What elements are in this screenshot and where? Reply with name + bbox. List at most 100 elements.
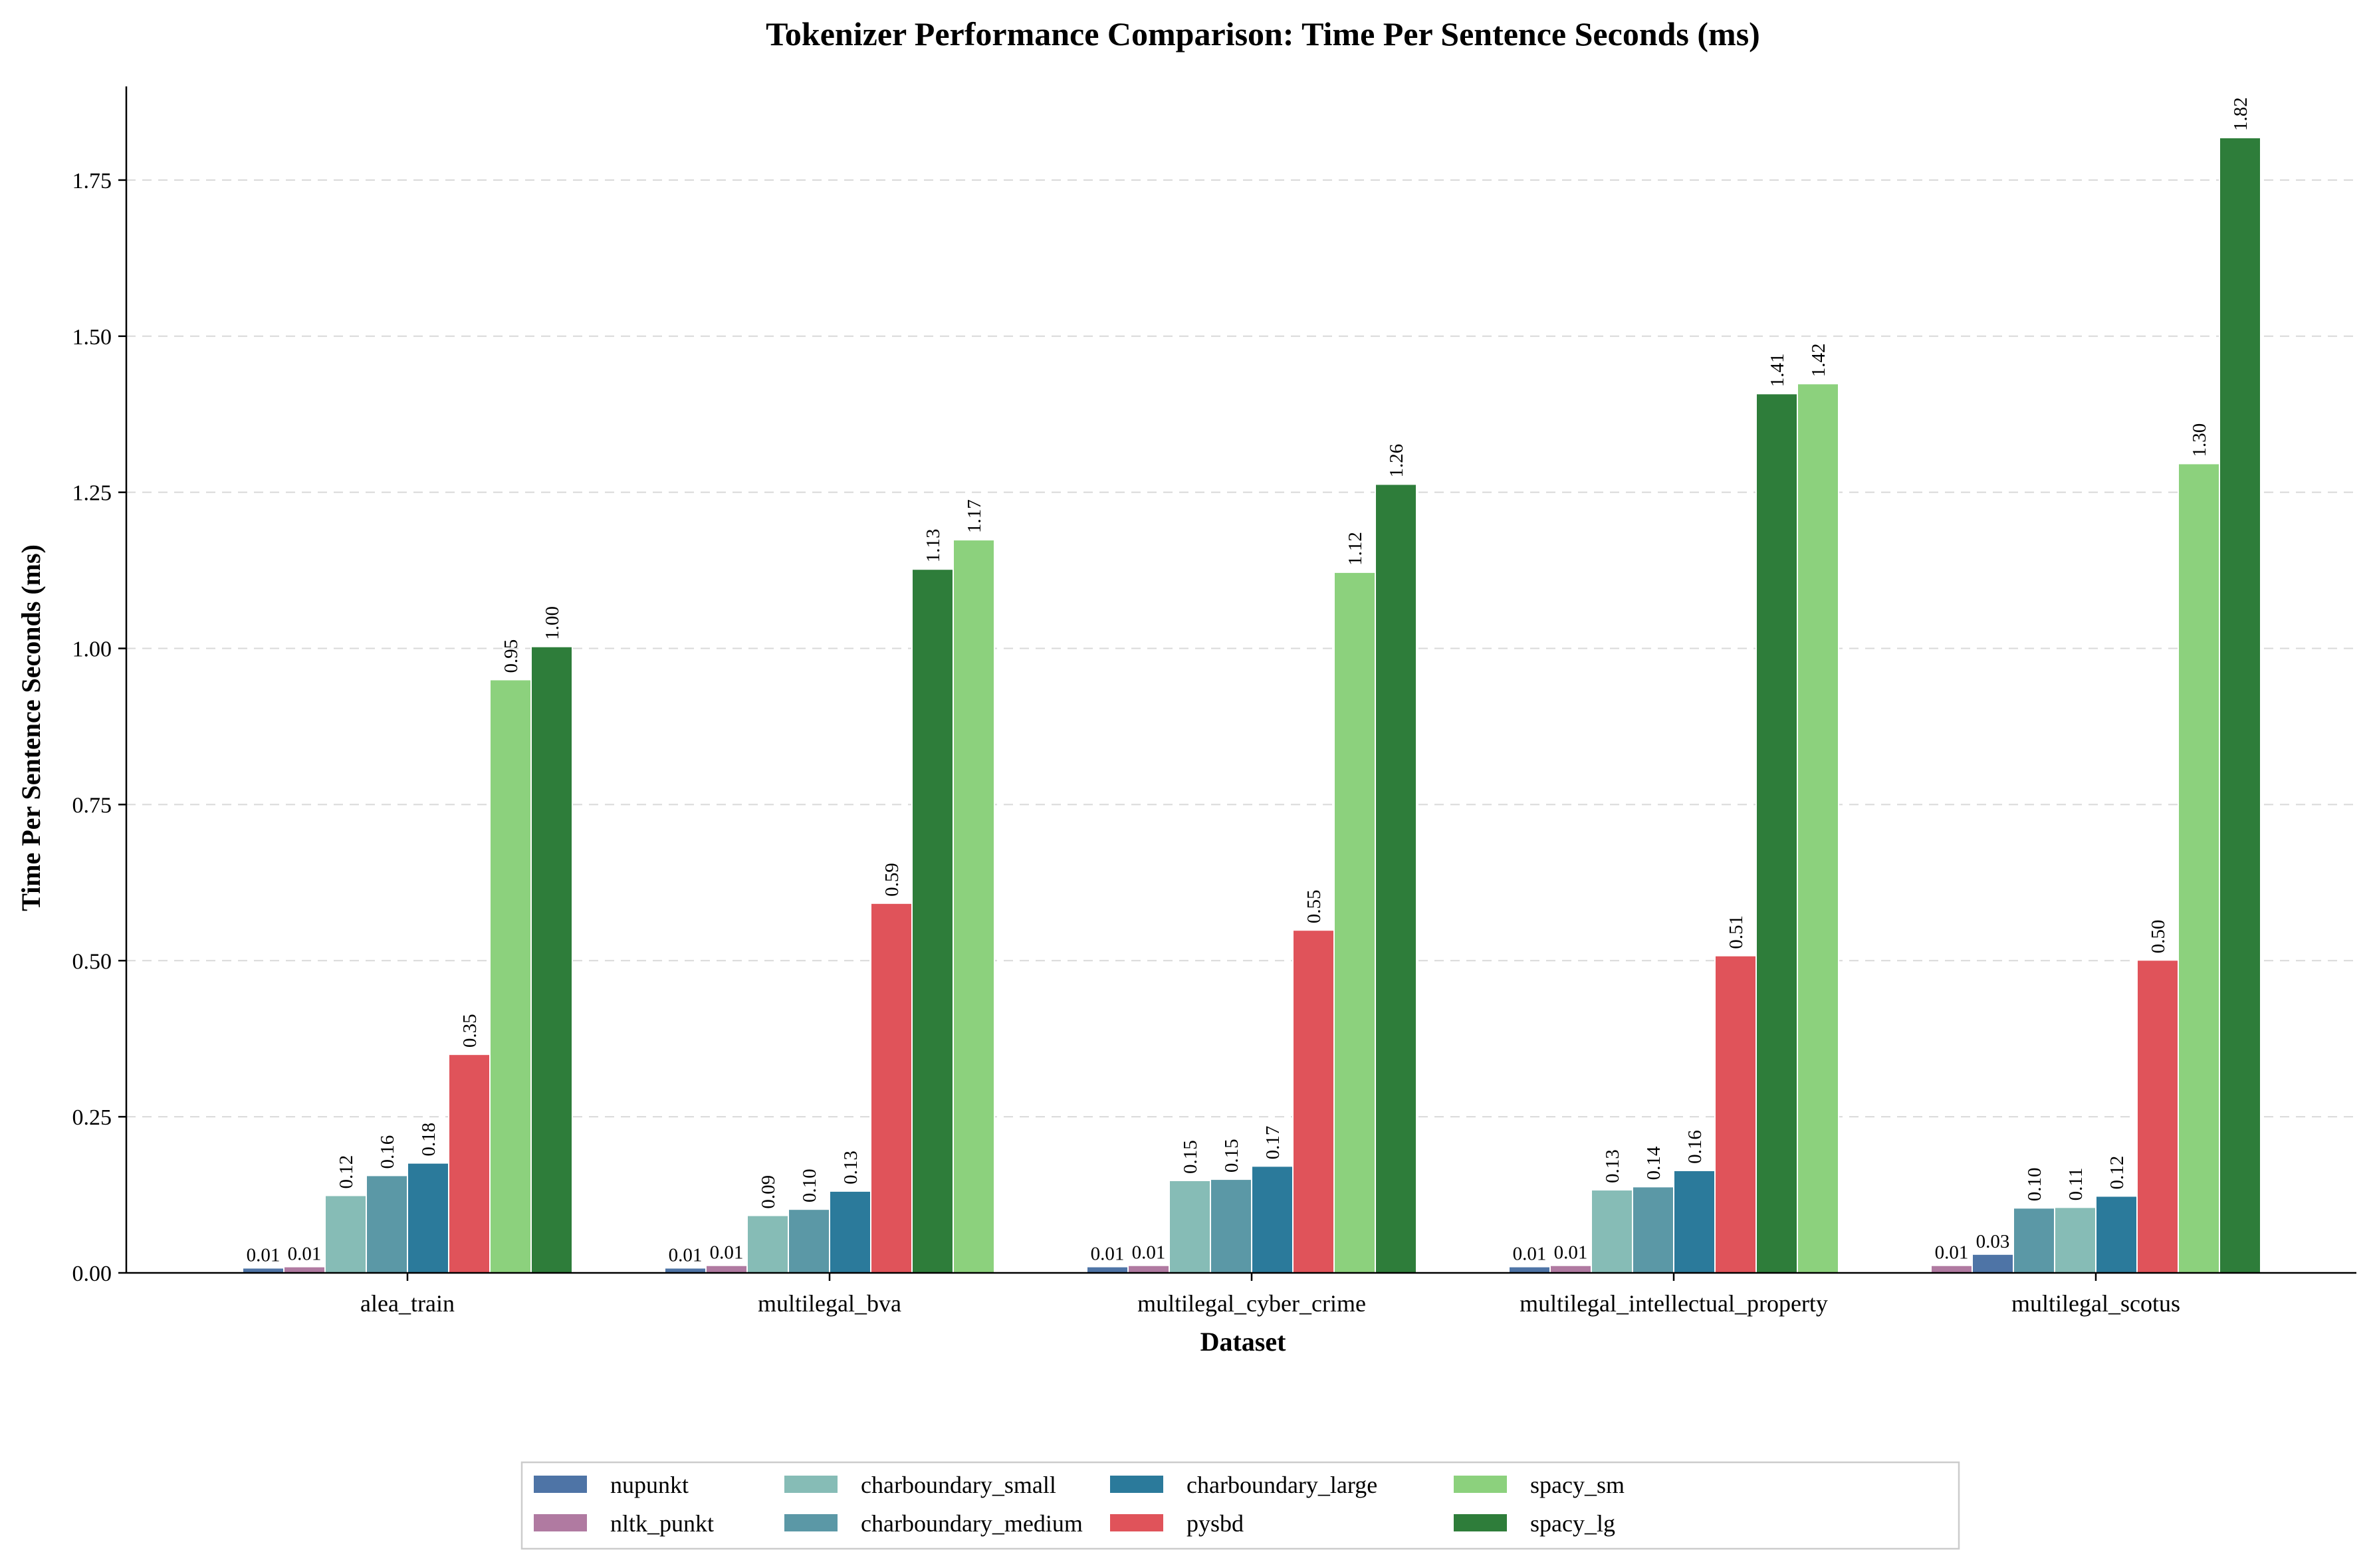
legend-swatch — [1454, 1514, 1507, 1531]
bar-charboundary_medium-alea_train — [366, 1175, 408, 1274]
y-tick-labels: 0.00 0.25 0.50 0.75 1.00 1.25 1.50 1.75 — [72, 169, 112, 1286]
legend-item-charboundary_small: charboundary_small — [784, 1472, 1056, 1498]
bar-value-label: 0.01 — [288, 1244, 322, 1265]
bar-value-label: 0.12 — [2106, 1156, 2128, 1190]
bar-value-label: 0.01 — [669, 1244, 703, 1266]
legend-label: spacy_lg — [1530, 1510, 1615, 1537]
bar-nupunkt-multilegal_scotus — [1972, 1253, 2014, 1274]
bar-value-label: 0.55 — [1303, 889, 1325, 923]
legend-item-spacy_lg: spacy_lg — [1454, 1510, 1615, 1537]
bar-spacy_lg-multilegal_cyber_crime — [1375, 483, 1417, 1274]
bar-value-label: 0.17 — [1262, 1126, 1284, 1160]
bar-spacy_lg-multilegal_bva — [911, 568, 954, 1274]
legend-swatch — [1110, 1476, 1163, 1493]
bar-charboundary_large-alea_train — [407, 1162, 449, 1274]
legend-label: charboundary_small — [861, 1472, 1056, 1498]
bars — [242, 137, 2261, 1274]
bar-value-label: 0.01 — [1554, 1242, 1588, 1264]
legend-swatch — [784, 1514, 838, 1531]
bar-spacy_sm-multilegal_bva — [953, 539, 995, 1274]
bar-value-label: 0.16 — [1684, 1130, 1706, 1164]
chart-title: Tokenizer Performance Comparison: Time P… — [766, 15, 1760, 53]
y-tick-label: 0.75 — [72, 793, 112, 818]
bar-value-label: 0.10 — [799, 1169, 820, 1202]
bar-charboundary_medium-multilegal_intellectual_property — [1632, 1186, 1674, 1274]
bar-value-label: 0.11 — [2065, 1168, 2087, 1201]
bar-value-label: 0.13 — [1602, 1149, 1623, 1183]
legend-item-nltk_punkt: nltk_punkt — [534, 1510, 714, 1537]
bar-spacy_lg-multilegal_scotus — [2219, 137, 2261, 1274]
x-tick-label: alea_train — [360, 1290, 455, 1317]
y-tick-label: 1.50 — [72, 325, 112, 350]
bar-value-label: 1.17 — [964, 499, 985, 533]
bar-value-label: 0.12 — [336, 1155, 357, 1189]
bar-value-label: 0.01 — [1132, 1242, 1166, 1264]
bar-value-label: 0.15 — [1180, 1140, 1201, 1174]
bar-nltk_punkt-multilegal_scotus — [1930, 1264, 1973, 1274]
legend-item-nupunkt: nupunkt — [534, 1472, 689, 1498]
bar-pysbd-multilegal_intellectual_property — [1714, 954, 1757, 1274]
bar-value-labels: 0.01 0.01 0.12 0.16 0.18 0.35 0.95 1.00 0.01 0.01… — [247, 97, 2251, 1266]
legend-box — [520, 1461, 1960, 1550]
legend-item-charboundary_large: charboundary_large — [1110, 1472, 1377, 1498]
y-tick-label: 0.50 — [72, 949, 112, 974]
bar-value-label: 1.26 — [1386, 444, 1407, 478]
bar-value-label: 0.95 — [501, 639, 522, 673]
legend: nupunktnltk_punktcharboundary_smallcharb… — [520, 1461, 1960, 1550]
bar-spacy_sm-multilegal_cyber_crime — [1333, 571, 1376, 1274]
bar-charboundary_large-multilegal_scotus — [2095, 1195, 2138, 1274]
bar-spacy_sm-multilegal_scotus — [2178, 463, 2220, 1274]
bar-nltk_punkt-alea_train — [283, 1266, 326, 1274]
bar-charboundary_medium-multilegal_bva — [788, 1208, 830, 1274]
bar-value-label: 1.41 — [1767, 353, 1788, 387]
legend-swatch — [1454, 1476, 1507, 1493]
x-tick-label: multilegal_bva — [758, 1290, 901, 1317]
legend-label: charboundary_large — [1186, 1472, 1377, 1498]
bar-charboundary_medium-multilegal_scotus — [2013, 1207, 2055, 1274]
legend-item-charboundary_medium: charboundary_medium — [784, 1510, 1083, 1537]
legend-item-spacy_sm: spacy_sm — [1454, 1472, 1625, 1498]
bar-value-label: 0.16 — [377, 1135, 398, 1169]
bar-nupunkt-multilegal_cyber_crime — [1086, 1266, 1129, 1274]
bar-pysbd-multilegal_cyber_crime — [1292, 929, 1335, 1274]
bar-value-label: 1.42 — [1808, 343, 1829, 377]
y-tick-label: 0.00 — [72, 1262, 112, 1286]
legend-label: pysbd — [1186, 1510, 1244, 1537]
bar-spacy_lg-alea_train — [530, 645, 573, 1274]
bar-charboundary_small-multilegal_bva — [746, 1214, 789, 1274]
bar-pysbd-multilegal_scotus — [2136, 959, 2179, 1274]
legend-label: spacy_sm — [1530, 1472, 1625, 1498]
bar-charboundary_large-multilegal_intellectual_property — [1673, 1169, 1716, 1274]
legend-label: charboundary_medium — [861, 1510, 1083, 1537]
bar-value-label: 0.01 — [1513, 1244, 1547, 1265]
bar-pysbd-alea_train — [448, 1054, 491, 1274]
bar-charboundary_medium-multilegal_cyber_crime — [1210, 1178, 1252, 1274]
bar-spacy_sm-alea_train — [489, 679, 532, 1274]
y-axis-label: Time Per Sentence Seconds (ms) — [16, 544, 46, 911]
bar-nltk_punkt-multilegal_cyber_crime — [1127, 1264, 1170, 1274]
bar-value-label: 0.01 — [1091, 1244, 1125, 1265]
bar-value-label: 0.09 — [758, 1175, 779, 1209]
bar-value-label: 1.00 — [542, 606, 563, 640]
bar-charboundary_large-multilegal_cyber_crime — [1251, 1165, 1294, 1274]
legend-swatch — [534, 1514, 587, 1531]
bar-value-label: 1.12 — [1345, 532, 1366, 566]
legend-label: nupunkt — [610, 1472, 689, 1498]
bar-charboundary_large-multilegal_bva — [829, 1190, 871, 1274]
bar-pysbd-multilegal_bva — [870, 902, 913, 1274]
bar-charboundary_small-multilegal_scotus — [2054, 1206, 2096, 1274]
bar-value-label: 0.03 — [1976, 1231, 2010, 1252]
bar-value-label: 0.35 — [459, 1014, 481, 1048]
bar-nupunkt-multilegal_intellectual_property — [1508, 1266, 1551, 1274]
x-tick-labels: alea_train multilegal_bva multilegal_cyber… — [360, 1290, 2180, 1317]
bar-nltk_punkt-multilegal_bva — [705, 1264, 748, 1274]
grid-lines — [126, 179, 2356, 1118]
bar-charboundary_small-alea_train — [324, 1194, 367, 1274]
bar-spacy_sm-multilegal_intellectual_property — [1797, 383, 1839, 1274]
bar-charboundary_small-multilegal_cyber_crime — [1169, 1179, 1211, 1274]
bar-value-label: 0.13 — [840, 1151, 861, 1184]
bar-value-label: 0.59 — [881, 863, 903, 897]
legend-label: nltk_punkt — [610, 1510, 714, 1537]
bar-value-label: 0.51 — [1726, 915, 1747, 949]
bar-value-label: 0.10 — [2024, 1168, 2045, 1202]
